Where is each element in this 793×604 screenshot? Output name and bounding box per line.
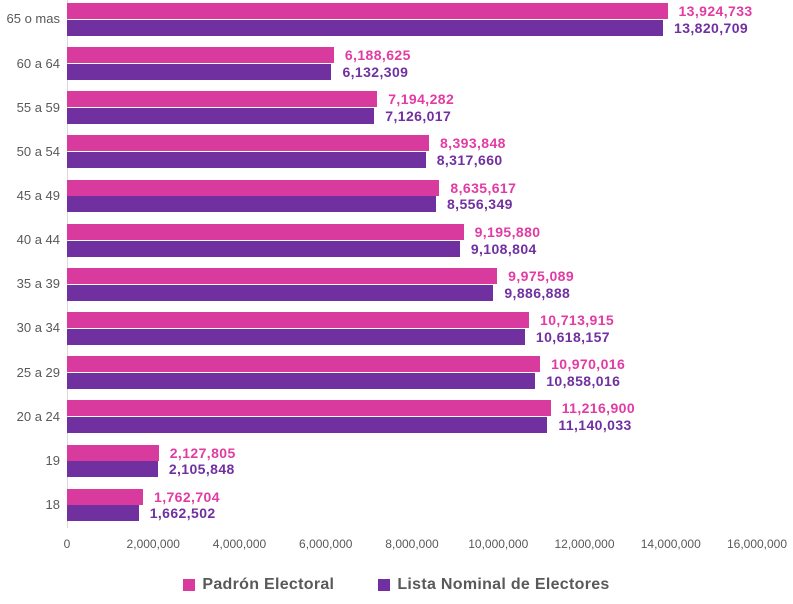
legend-item-padron-electoral: Padrón Electoral — [183, 576, 334, 594]
bar-lista-nominal — [67, 461, 158, 478]
bar-lista-nominal — [67, 63, 332, 80]
bar-padron-electoral — [67, 488, 144, 505]
legend-item-lista-nominal: Lista Nominal de Electores — [378, 576, 609, 594]
category-label: 19 — [45, 452, 60, 468]
bar-lista-nominal — [67, 152, 426, 169]
bar-padron-electoral — [67, 135, 429, 152]
category-label: 45 a 49 — [16, 188, 60, 203]
category-label: 30 a 34 — [16, 320, 60, 336]
x-tick-label: 16,000,000 — [726, 537, 788, 551]
value-label-padron-electoral: 7,194,282 — [388, 91, 455, 108]
x-tick-label: 2,000,000 — [126, 537, 180, 551]
bar-padron-electoral — [67, 47, 334, 64]
value-label-padron-electoral: 11,216,900 — [561, 400, 636, 417]
y-axis-line — [66, 0, 68, 528]
value-label-padron-electoral: 9,975,089 — [508, 267, 575, 284]
bar-padron-electoral — [67, 444, 159, 461]
value-label-padron-electoral: 2,127,805 — [169, 444, 236, 461]
value-label-padron-electoral: 1,762,704 — [154, 488, 220, 505]
bar-padron-electoral — [67, 267, 498, 284]
legend-label: Lista Nominal de Electores — [397, 576, 610, 593]
value-label-lista-nominal: 9,108,804 — [470, 240, 537, 257]
bar-lista-nominal — [67, 373, 536, 389]
value-label-lista-nominal: 11,140,033 — [558, 417, 632, 434]
value-label-padron-electoral: 10,970,016 — [551, 356, 626, 373]
value-label-lista-nominal: 9,886,888 — [504, 284, 571, 301]
category-label: 18 — [45, 497, 60, 513]
category-label: 55 a 59 — [16, 99, 60, 115]
category-label: 60 a 64 — [16, 55, 60, 71]
bar-padron-electoral — [67, 3, 668, 19]
bar-lista-nominal — [67, 108, 375, 125]
legend-swatch-icon — [183, 579, 196, 591]
bar-lista-nominal — [67, 196, 436, 213]
value-label-padron-electoral: 10,713,915 — [540, 312, 615, 329]
x-tick-label: 6,000,000 — [299, 537, 353, 551]
value-label-lista-nominal: 8,317,660 — [436, 152, 503, 169]
x-tick-label: 4,000,000 — [212, 537, 267, 551]
x-tick-label: 12,000,000 — [554, 537, 615, 551]
category-label: 35 a 39 — [16, 276, 60, 292]
bar-lista-nominal — [67, 240, 460, 257]
value-label-lista-nominal: 10,858,016 — [546, 373, 621, 389]
value-label-lista-nominal: 6,132,309 — [342, 63, 409, 80]
category-label: 65 o mas — [6, 11, 60, 27]
value-label-lista-nominal: 13,820,709 — [674, 19, 749, 36]
bar-lista-nominal — [67, 284, 494, 301]
legend: Padrón Electoral Lista Nominal de Elector… — [0, 576, 793, 594]
x-tick-label: 0 — [63, 537, 71, 551]
bar-padron-electoral — [67, 91, 378, 108]
value-label-padron-electoral: 6,188,625 — [344, 47, 411, 64]
bar-lista-nominal — [67, 505, 139, 522]
bar-padron-electoral — [67, 312, 530, 329]
value-label-lista-nominal: 7,126,017 — [385, 108, 452, 125]
value-label-padron-electoral: 8,635,617 — [450, 179, 517, 196]
bar-lista-nominal — [67, 19, 664, 36]
value-label-padron-electoral: 13,924,733 — [678, 3, 753, 19]
bar-padron-electoral — [67, 400, 551, 417]
bar-lista-nominal — [67, 328, 525, 345]
x-tick-label: 14,000,000 — [640, 537, 701, 551]
bar-lista-nominal — [67, 417, 548, 434]
category-label: 40 a 44 — [16, 232, 60, 248]
value-label-padron-electoral: 9,195,880 — [474, 223, 541, 240]
bar-padron-electoral — [67, 179, 440, 196]
category-label: 20 a 24 — [16, 408, 60, 424]
legend-swatch-icon — [378, 579, 391, 591]
value-label-padron-electoral: 8,393,848 — [439, 135, 506, 152]
bar-padron-electoral — [67, 356, 541, 373]
value-label-lista-nominal: 8,556,349 — [446, 196, 513, 213]
legend-label: Padrón Electoral — [202, 576, 335, 593]
value-label-lista-nominal: 1,662,502 — [149, 505, 216, 522]
x-tick-label: 10,000,000 — [468, 537, 529, 551]
bar-padron-electoral — [67, 223, 464, 240]
value-label-lista-nominal: 2,105,848 — [168, 461, 235, 478]
category-label: 25 a 29 — [16, 364, 60, 380]
category-label: 50 a 54 — [16, 143, 60, 159]
value-label-lista-nominal: 10,618,157 — [535, 328, 610, 345]
x-tick-label: 8,000,000 — [385, 537, 439, 551]
